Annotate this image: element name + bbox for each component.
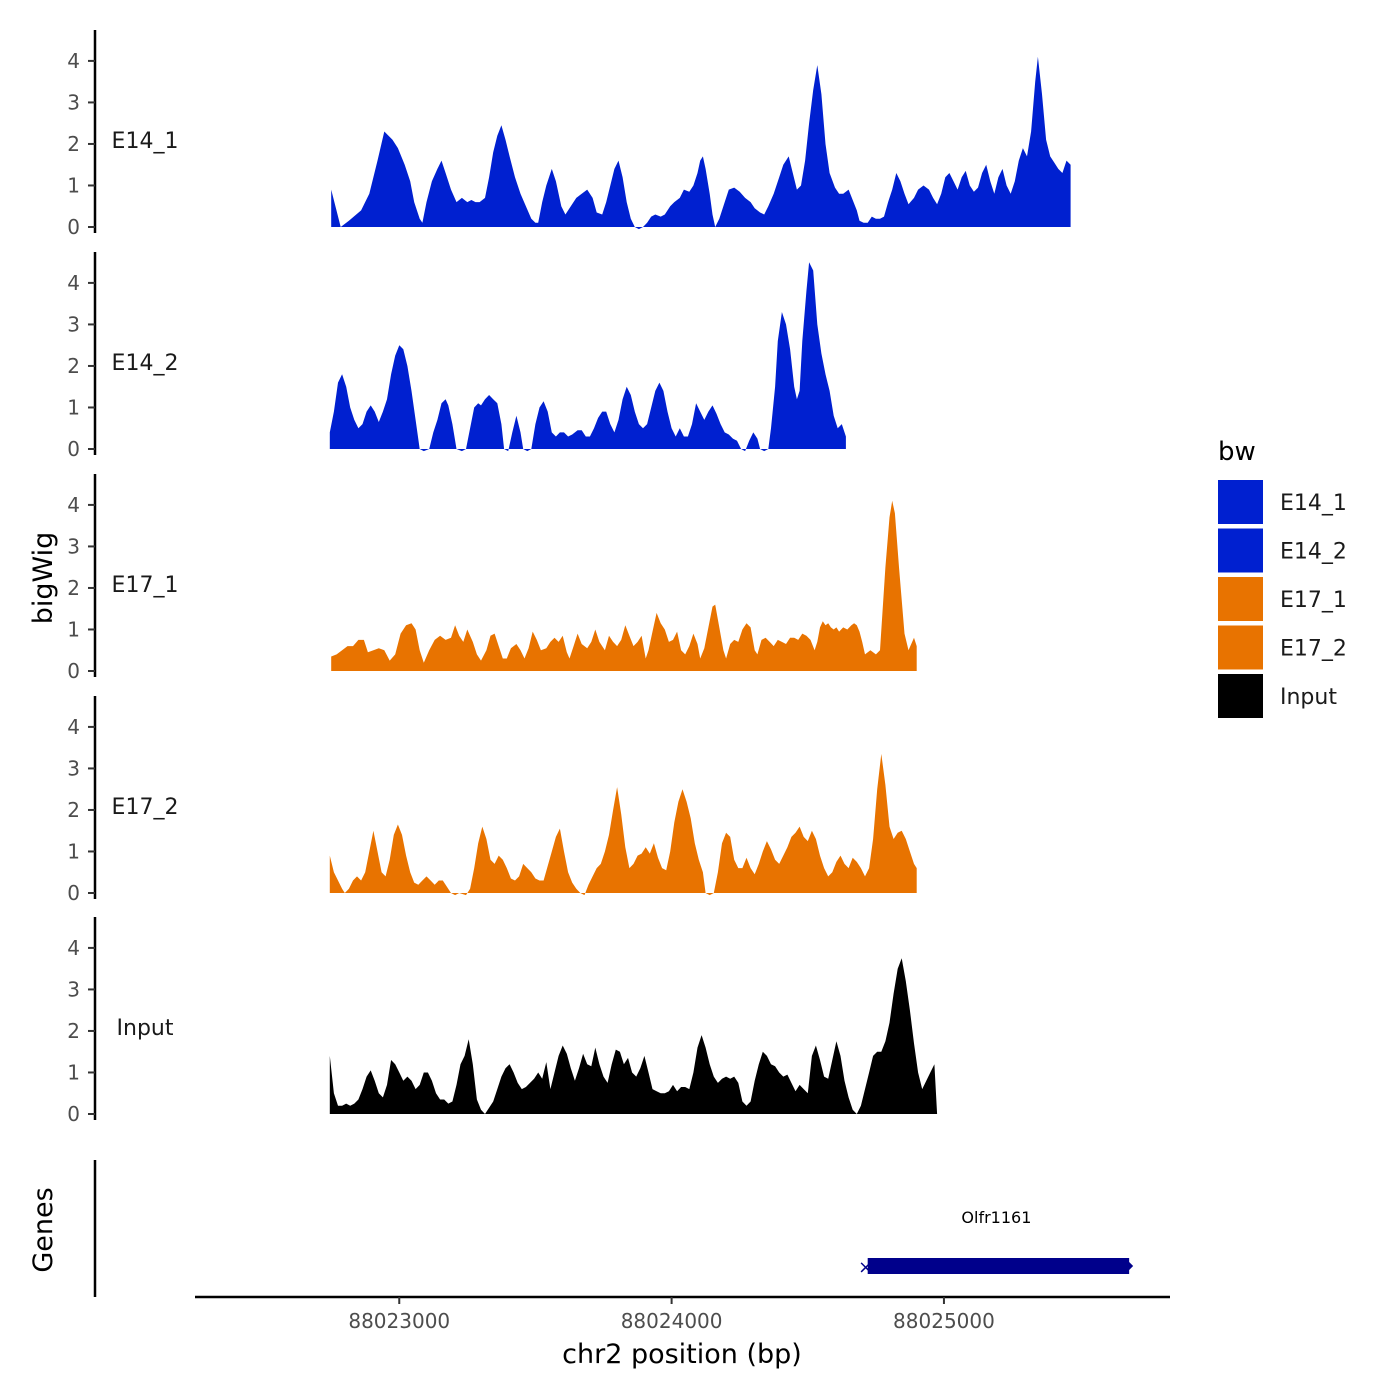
track-panel-e17-1: 0 1 2 3 4 E17_1 [67,474,917,683]
panel-label: E17_2 [112,795,179,820]
y-tick-label: 4 [67,715,80,739]
x-axis-title: chr2 position (bp) [562,1339,802,1370]
gene-strand-arrow [1127,1260,1134,1272]
y-tick-label: 0 [67,659,80,683]
y-tick-label: 4 [67,493,80,517]
legend-swatch-input [1218,674,1263,718]
legend-swatch-e14-2 [1218,528,1263,573]
panel-label: E14_1 [112,129,179,154]
legend-label: E14_1 [1280,491,1347,516]
y-tick-label: 3 [67,312,80,336]
panel-label: Input [117,1016,174,1041]
y-tick-label: 4 [67,936,80,960]
y-tick-label: 2 [67,798,80,822]
y-tick-label: 1 [67,617,80,641]
legend-swatch-e14-1 [1218,480,1263,524]
legend-title: bw [1218,437,1256,467]
signal-area-e14-2 [329,262,846,452]
signal-area-e14-1 [331,56,1071,230]
x-tick-label: 88025000 [893,1309,995,1333]
gene-label: Olfr1161 [961,1208,1031,1227]
legend-label: E17_2 [1280,637,1347,662]
legend: bw E14_1 E14_2 E17_1 E17_2 Input [1218,437,1347,718]
panel-label: E17_1 [112,573,179,598]
legend-label: E14_2 [1280,540,1347,565]
track-panel-e14-1: 0 1 2 3 4 E14_1 [67,30,1071,239]
y-tick-label: 0 [67,881,80,905]
track-panel-e14-2: 0 1 2 3 4 E14_2 [67,252,846,461]
signal-tracks: 0 1 2 3 4 E14_1 0 1 2 3 4 E14_2 0 1 2 3 4 E17_1 0 1 2 3 4 E17_2… [67,30,1071,1126]
y-tick-label: 1 [67,395,80,419]
genes-track: × Olfr1161 [93,1160,1134,1297]
x-axis: 88023000 88024000 88025000 [195,1295,1170,1333]
y-tick-label: 3 [67,977,80,1001]
y-tick-label: 3 [67,90,80,114]
legend-label: Input [1280,685,1337,710]
y-tick-label: 4 [67,271,80,295]
legend-swatch-e17-2 [1218,625,1263,670]
track-panel-input: 0 1 2 3 4 Input [67,917,938,1126]
y-tick-label: 2 [67,132,80,156]
y-tick-label: 2 [67,1019,80,1043]
y-tick-label: 1 [67,839,80,863]
legend-swatch-e17-1 [1218,577,1263,621]
signal-area-e17-2 [329,753,917,896]
y-tick-label: 1 [67,173,80,197]
x-tick-label: 88023000 [348,1309,450,1333]
track-panel-e17-2: 0 1 2 3 4 E17_2 [67,696,917,905]
y-tick-label: 2 [67,354,80,378]
signal-area-e17-1 [331,500,917,671]
legend-label: E17_1 [1280,588,1347,613]
genes-track-title: Genes [28,1187,59,1272]
y-tick-label: 4 [67,49,80,73]
x-tick-label: 88024000 [621,1309,723,1333]
y-tick-label: 3 [67,534,80,558]
y-tick-label: 3 [67,756,80,780]
gene-body [867,1258,1130,1274]
y-tick-label: 0 [67,215,80,239]
signal-area-input [329,958,938,1114]
y-tick-label: 2 [67,576,80,600]
panel-label: E14_2 [112,351,179,376]
y-axis-title: bigWig [28,532,59,625]
y-tick-label: 0 [67,437,80,461]
gene-start-marker: × [858,1257,873,1278]
y-tick-label: 0 [67,1102,80,1126]
y-tick-label: 1 [67,1060,80,1084]
